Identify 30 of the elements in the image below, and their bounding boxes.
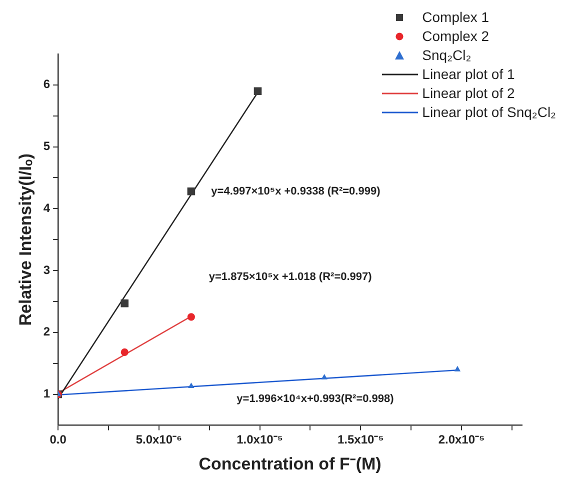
y-tick-label: 2 <box>43 324 50 339</box>
legend-label: Linear plot of 2 <box>422 85 515 101</box>
x-tick-label: 0.0 <box>50 432 67 447</box>
legend-label: Snq₂Cl₂ <box>422 47 472 63</box>
legend-label: Complex 1 <box>422 9 490 25</box>
x-tick-label: 2.0x10⁻⁵ <box>438 432 485 447</box>
y-tick-label: 6 <box>43 77 50 92</box>
point <box>120 348 128 356</box>
point <box>120 299 129 308</box>
annotation: y=1.875×10⁵x +1.018 (R²=0.997) <box>208 270 372 283</box>
legend-label: Linear plot of 1 <box>422 66 515 82</box>
point <box>188 382 194 388</box>
y-tick-label: 1 <box>43 386 50 401</box>
y-tick-label: 5 <box>43 139 50 154</box>
annotation: y=4.997×10⁵x +0.9338 (R²=0.999) <box>211 185 381 198</box>
x-tick-label: 5.0x10⁻⁶ <box>136 432 182 447</box>
y-tick-label: 4 <box>43 200 50 215</box>
legend-label: Complex 2 <box>422 28 490 44</box>
annotation: y=1.996×10⁴x+0.993(R²=0.998) <box>236 393 394 406</box>
y-tick-label: 3 <box>43 262 50 277</box>
x-axis-title: Concentration of F⁻(M) <box>198 454 382 474</box>
x-tick-label: 1.5x10⁻⁵ <box>337 432 384 447</box>
x-tick-label: 1.0x10⁻⁵ <box>236 432 283 447</box>
legend-label: Linear plot of Snq₂Cl₂ <box>422 104 556 120</box>
point <box>187 187 196 196</box>
point <box>254 87 262 96</box>
point <box>321 374 328 380</box>
y-axis-title: Relative Intensity(I/Iₒ) <box>16 153 35 326</box>
point <box>454 366 461 372</box>
point <box>187 313 195 321</box>
